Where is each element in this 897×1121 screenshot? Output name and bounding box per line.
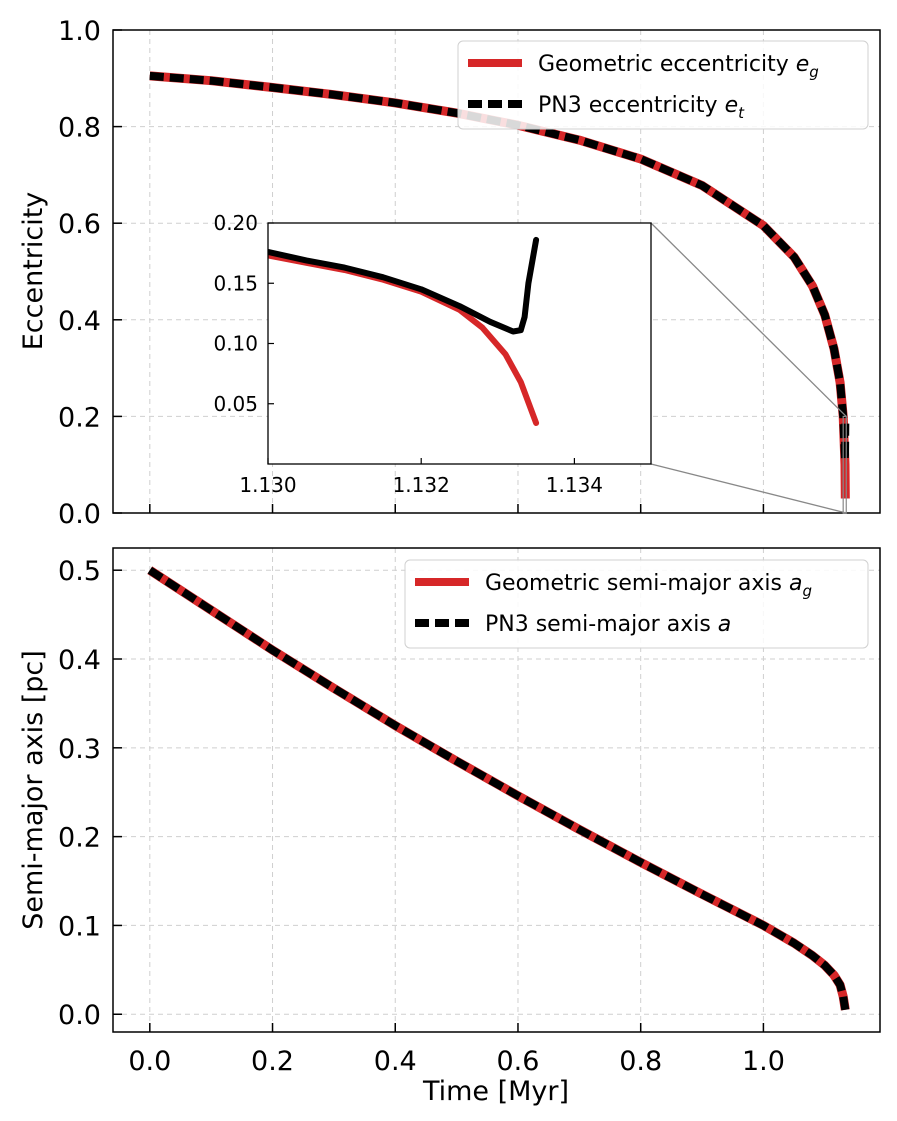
inset-background xyxy=(268,223,651,464)
semi-major-axis-axes-frame xyxy=(112,547,881,1033)
zoom-connector-upper xyxy=(650,222,847,417)
inset-y-tick-label: 0.20 xyxy=(213,211,258,235)
eccentricity-lines xyxy=(149,71,850,499)
inset-ticks: 1.130 1.132 1.134 0.05 0.10 0.15 0.20 xyxy=(213,211,603,497)
x-tick-label: 0.6 xyxy=(496,1046,539,1077)
y-tick-label: 0.4 xyxy=(58,645,101,676)
y-tick-label: 0.5 xyxy=(58,556,101,587)
y-tick-label: 0.2 xyxy=(58,823,101,854)
x-tick-label: 0.0 xyxy=(128,1046,171,1077)
x-axis-label: Time [Myr] xyxy=(422,1076,569,1107)
inset-x-tick-label: 1.134 xyxy=(546,473,603,497)
y-tick-label: 0.3 xyxy=(58,734,101,765)
eccentricity-legend-box xyxy=(457,40,869,130)
y-tick-label: 1.0 xyxy=(58,16,101,47)
inset-zoom-plot: 1.130 1.132 1.134 0.05 0.10 0.15 0.20 xyxy=(213,211,652,497)
y-tick-label: 0.2 xyxy=(58,402,101,433)
x-tick-label: 0.8 xyxy=(619,1046,662,1077)
inset-y-tick-label: 0.10 xyxy=(213,332,258,356)
semi-major-axis-legend: Geometric semi-major axis ag PN3 semi-ma… xyxy=(404,559,869,649)
semi-major-axis-legend-box xyxy=(404,559,869,649)
inset-series-line-1 xyxy=(268,236,540,335)
y-tick-label: 0.4 xyxy=(58,306,101,337)
eccentricity-y-axis-label: Eccentricity xyxy=(18,192,49,351)
y-tick-label: 0.1 xyxy=(58,911,101,942)
x-tick-label: 0.4 xyxy=(374,1046,417,1077)
zoom-connector-lower xyxy=(650,463,847,514)
inset-lines xyxy=(268,236,540,426)
inset-zoom-connectors xyxy=(650,222,847,514)
inset-x-tick-label: 1.132 xyxy=(393,473,450,497)
inset-x-tick-label: 1.130 xyxy=(239,473,296,497)
x-tick-label: 1.0 xyxy=(742,1046,785,1077)
y-tick-label: 0.6 xyxy=(58,209,101,240)
legend-label-pn3-semi-major-axis: PN3 semi-major axis a xyxy=(485,612,731,637)
semi-major-axis-lines xyxy=(147,566,850,1011)
y-tick-label: 0.0 xyxy=(58,1000,101,1031)
series-line-1 xyxy=(147,566,850,1011)
series-line-1 xyxy=(149,71,850,464)
legend-label-pn3-eccentricity: PN3 eccentricity et xyxy=(538,93,745,122)
eccentricity-legend: Geometric eccentricity eg PN3 eccentrici… xyxy=(457,40,869,130)
inset-y-tick-label: 0.05 xyxy=(213,392,258,416)
eccentricity-panel: 0.00.20.40.60.81.0 Eccentricity 1.130 1.1… xyxy=(18,16,881,530)
inset-y-tick-label: 0.15 xyxy=(213,271,258,295)
y-tick-label: 0.8 xyxy=(58,113,101,144)
y-tick-label: 0.0 xyxy=(58,499,101,530)
legend-label-geometric-semi-major-axis: Geometric semi-major axis ag xyxy=(485,571,812,600)
x-tick-label: 0.2 xyxy=(251,1046,294,1077)
semi-major-axis-ticks: 0.0 0.2 0.4 0.6 0.8 1.0 0.0 0.1 0.2 0.3 0.4 0.5 xyxy=(58,556,785,1077)
legend-label-geometric-eccentricity: Geometric eccentricity eg xyxy=(538,52,819,81)
eccentricity-ticks: 0.0 0.2 0.4 0.6 0.8 1.0 xyxy=(58,16,765,530)
eccentricity-axes-frame xyxy=(112,29,881,514)
semi-major-axis-y-axis-label: Semi-major axis [pc] xyxy=(18,650,49,930)
semi-major-axis-panel: 0.0 0.2 0.4 0.6 0.8 1.0 0.0 0.1 0.2 0.3 0.4 0.5 Sem… xyxy=(18,547,881,1107)
